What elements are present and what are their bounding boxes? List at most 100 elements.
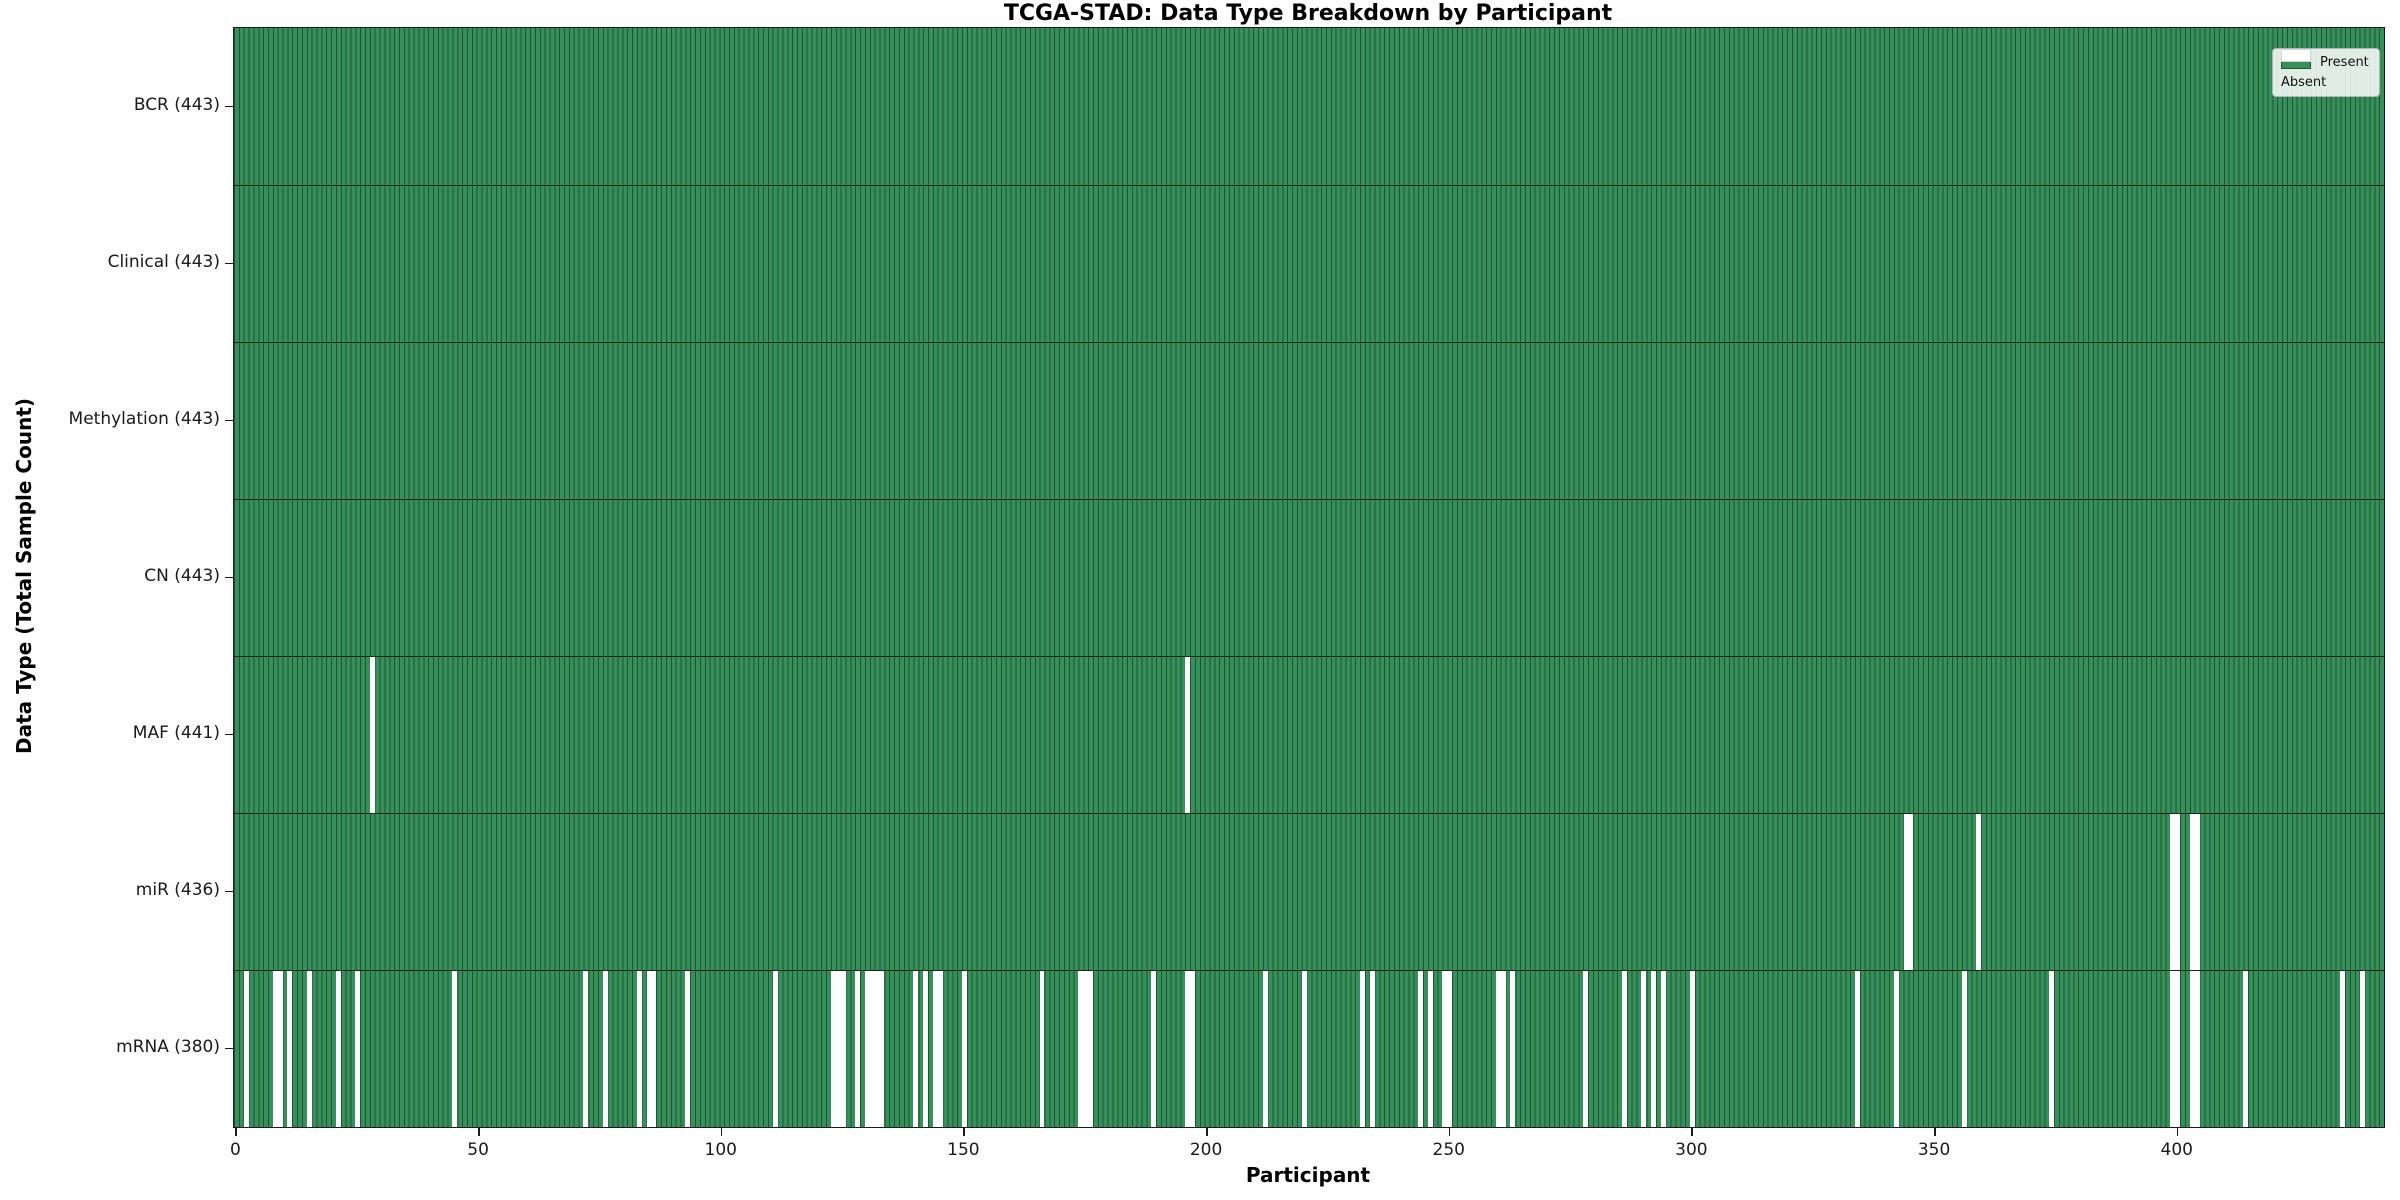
x-tick-mark — [1448, 1128, 1451, 1136]
absent-stripe — [2243, 971, 2249, 1127]
absent-stripe — [646, 971, 652, 1127]
absent-stripe — [869, 971, 875, 1127]
absent-stripe — [1190, 971, 1195, 1127]
absent-stripe — [1359, 971, 1365, 1127]
x-tick-label-250: 250 — [1432, 1140, 1465, 1160]
absent-stripe — [1418, 971, 1424, 1127]
heatmap-row-MAF — [234, 656, 2384, 813]
absent-stripe — [2189, 814, 2195, 970]
x-tick-mark — [478, 1128, 480, 1136]
absent-stripe — [1088, 971, 1094, 1127]
absent-stripe — [1500, 971, 1506, 1127]
x-tick-mark — [963, 1128, 965, 1136]
y-tick-mark — [225, 576, 233, 578]
absent-stripe — [830, 971, 836, 1127]
absent-stripe — [961, 971, 967, 1127]
absent-stripe — [1961, 971, 1967, 1127]
absent-stripe — [1427, 971, 1433, 1127]
absent-stripe — [2175, 814, 2181, 970]
heatmap-row-Clinical — [234, 185, 2384, 342]
legend-item-absent: Absent — [2281, 49, 2369, 90]
y-tick-label-Clinical: Clinical (443) — [107, 251, 220, 272]
x-tick-mark — [720, 1128, 723, 1136]
x-tick-label-50: 50 — [467, 1140, 489, 1160]
absent-stripe — [1583, 971, 1589, 1127]
absent-stripe — [636, 971, 642, 1127]
x-tick-label-300: 300 — [1675, 1140, 1708, 1160]
absent-stripe — [452, 971, 458, 1127]
absent-stripe — [2359, 971, 2365, 1127]
absent-stripe — [923, 971, 928, 1127]
absent-stripe — [1622, 971, 1627, 1127]
absent-stripe — [243, 971, 249, 1127]
legend-present-label: Present — [2320, 55, 2369, 70]
x-tick-mark — [2176, 1128, 2179, 1136]
x-tick-label-0: 0 — [230, 1140, 241, 1160]
absent-stripe — [1689, 971, 1695, 1127]
y-tick-mark — [225, 262, 233, 264]
heatmap-row-miR — [234, 813, 2384, 970]
x-tick-label-100: 100 — [704, 1140, 737, 1160]
absent-stripe — [272, 971, 278, 1127]
absent-stripe — [2049, 971, 2054, 1127]
absent-stripe — [1185, 657, 1191, 813]
absent-stripe — [2194, 971, 2200, 1127]
y-tick-label-BCR: BCR (443) — [133, 94, 220, 115]
absent-stripe — [369, 657, 375, 813]
y-tick-mark — [225, 890, 233, 892]
x-tick-mark — [1934, 1128, 1936, 1136]
y-tick-mark — [225, 733, 233, 735]
absent-stripe — [1078, 971, 1084, 1127]
y-tick-label-mRNA: mRNA (380) — [116, 1036, 220, 1057]
absent-stripe — [2189, 971, 2195, 1127]
plot-area — [233, 27, 2385, 1128]
absent-stripe — [879, 971, 885, 1127]
legend: Present Absent — [2272, 48, 2380, 97]
absent-stripe — [1854, 971, 1860, 1127]
absent-stripe — [355, 971, 361, 1127]
absent-stripe — [1369, 971, 1375, 1127]
absent-stripe — [1908, 814, 1914, 970]
absent-stripe — [1495, 971, 1501, 1127]
x-tick-mark — [1206, 1128, 1208, 1136]
absent-stripe — [1651, 971, 1656, 1127]
x-axis-label: Participant — [1245, 1163, 1371, 1187]
absent-stripe — [1893, 971, 1899, 1127]
heatmap-row-mRNA — [234, 970, 2384, 1127]
absent-stripe — [913, 971, 919, 1127]
absent-stripe — [1262, 971, 1268, 1127]
x-tick-mark — [235, 1128, 237, 1136]
absent-stripe — [2170, 814, 2176, 970]
absent-stripe — [2340, 971, 2346, 1127]
legend-absent-label: Absent — [2281, 75, 2327, 90]
absent-stripe — [583, 971, 589, 1127]
y-tick-mark — [225, 1047, 233, 1049]
absent-stripe — [937, 971, 943, 1127]
absent-stripe — [602, 971, 608, 1127]
absent-stripe — [1641, 971, 1647, 1127]
absent-stripe — [1039, 971, 1045, 1127]
absent-stripe — [287, 971, 293, 1127]
absent-stripe — [932, 971, 938, 1127]
y-tick-mark — [225, 419, 233, 421]
heatmap-row-Methylation — [234, 342, 2384, 499]
absent-stripe — [2194, 814, 2200, 970]
absent-stripe — [306, 971, 312, 1127]
y-tick-label-CN: CN (443) — [144, 565, 220, 586]
absent-swatch — [2281, 49, 2311, 62]
absent-stripe — [1151, 971, 1157, 1127]
absent-stripe — [1447, 971, 1453, 1127]
absent-stripe — [651, 971, 657, 1127]
absent-stripe — [2170, 971, 2176, 1127]
absent-stripe — [1660, 971, 1666, 1127]
absent-stripe — [855, 971, 861, 1127]
y-tick-label-miR: miR (436) — [135, 879, 220, 900]
heatmap-row-CN — [234, 499, 2384, 656]
y-tick-label-MAF: MAF (441) — [132, 722, 220, 743]
absent-stripe — [1083, 971, 1089, 1127]
absent-stripe — [685, 971, 691, 1127]
absent-stripe — [335, 971, 341, 1127]
absent-stripe — [1442, 971, 1448, 1127]
y-tick-mark — [225, 105, 233, 107]
absent-stripe — [874, 971, 880, 1127]
